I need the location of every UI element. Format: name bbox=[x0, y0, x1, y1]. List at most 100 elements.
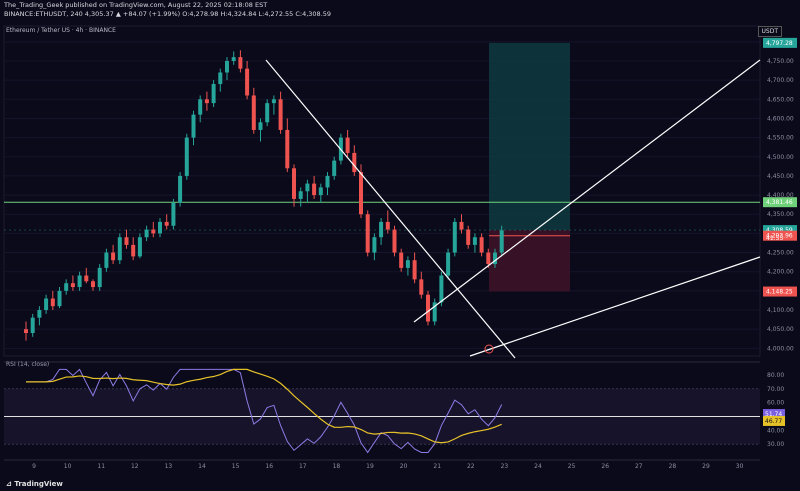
candle-body bbox=[452, 221, 457, 253]
candle-body bbox=[151, 229, 156, 234]
candle-body bbox=[459, 221, 464, 230]
x-tick-label: 14 bbox=[198, 463, 206, 470]
candle-body bbox=[271, 99, 276, 104]
y-tick-label: 4,250.00 bbox=[767, 250, 794, 257]
ascending-trendline-upper bbox=[413, 59, 761, 323]
x-tick-label: 9 bbox=[32, 463, 36, 470]
candle-body bbox=[238, 57, 243, 69]
x-tick-label: 16 bbox=[265, 463, 273, 470]
candle-body bbox=[285, 129, 290, 169]
y-tick-label: 4,050.00 bbox=[767, 326, 794, 333]
candle-body bbox=[419, 279, 424, 295]
candle-body bbox=[104, 252, 109, 268]
price-label: 4,797.28 bbox=[766, 40, 793, 47]
price-label: 4,148.25 bbox=[766, 289, 793, 296]
x-tick-label: 21 bbox=[433, 463, 441, 470]
candle-body bbox=[191, 114, 196, 138]
x-tick-label: 15 bbox=[232, 463, 240, 470]
x-tick-label: 10 bbox=[64, 463, 72, 470]
candle-body bbox=[144, 229, 149, 238]
candle-body bbox=[84, 275, 89, 282]
y-tick-label: 4,400.00 bbox=[767, 192, 794, 199]
price-label: 4,381.46 bbox=[766, 199, 793, 206]
candle-body bbox=[44, 298, 49, 311]
x-tick-label: 26 bbox=[601, 463, 609, 470]
x-tick-label: 27 bbox=[635, 463, 643, 470]
candle-body bbox=[392, 229, 397, 253]
x-tick-label: 17 bbox=[299, 463, 307, 470]
candle-body bbox=[137, 237, 142, 257]
y-tick-label: 4,100.00 bbox=[767, 307, 794, 314]
candle-body bbox=[479, 237, 484, 253]
x-tick-label: 20 bbox=[400, 463, 408, 470]
candle-body bbox=[278, 99, 283, 130]
x-tick-label: 29 bbox=[702, 463, 710, 470]
rsi-tick-label: 80.00 bbox=[767, 372, 784, 379]
x-tick-label: 13 bbox=[165, 463, 173, 470]
rsi-ma-line bbox=[26, 368, 502, 444]
candle-body bbox=[251, 95, 256, 130]
candle-body bbox=[365, 214, 370, 253]
candle-body bbox=[265, 103, 270, 123]
ascending-trendline-lower bbox=[469, 256, 761, 357]
brand-name: TradingView bbox=[14, 480, 63, 488]
candle-body bbox=[57, 290, 62, 307]
y-tick-label: 4,350.00 bbox=[767, 211, 794, 218]
price-label-box bbox=[763, 286, 797, 297]
candle-body bbox=[164, 221, 169, 226]
candle-body bbox=[184, 137, 189, 176]
countdown-label: 41:55 bbox=[766, 235, 783, 242]
candle-body bbox=[24, 329, 28, 334]
rsi-tick-label: 70.00 bbox=[767, 386, 784, 393]
candle-body bbox=[171, 202, 176, 226]
candle-body bbox=[493, 252, 497, 265]
y-tick-label: 4,000.00 bbox=[767, 345, 794, 352]
candle-body bbox=[499, 230, 504, 253]
y-tick-label: 4,450.00 bbox=[767, 173, 794, 180]
y-tick-label: 4,600.00 bbox=[767, 115, 794, 122]
candle-body bbox=[231, 57, 236, 61]
price-label: 4,308.59 bbox=[766, 227, 793, 234]
price-label-box bbox=[763, 37, 797, 48]
candle-body bbox=[405, 260, 410, 268]
candle-body bbox=[298, 191, 303, 199]
candle-body bbox=[466, 229, 471, 245]
tradingview-logo: ⊿ TradingView bbox=[6, 480, 63, 488]
price-label-box bbox=[763, 230, 797, 241]
y-tick-label: 4,700.00 bbox=[767, 77, 794, 84]
rsi-tick-label: 60.00 bbox=[767, 400, 784, 407]
candle-body bbox=[225, 60, 229, 73]
candle-body bbox=[178, 175, 183, 203]
candle-body bbox=[64, 283, 69, 291]
candle-body bbox=[211, 83, 216, 104]
x-tick-label: 25 bbox=[568, 463, 576, 470]
price-label-box bbox=[763, 225, 797, 236]
symbol-label: Ethereum / Tether US · 4h · BINANCE bbox=[6, 27, 116, 34]
candle-body bbox=[332, 160, 337, 176]
x-tick-label: 19 bbox=[366, 463, 374, 470]
rsi-tick-label: 30.00 bbox=[767, 441, 784, 448]
candle-body bbox=[486, 252, 491, 265]
rsi-value-box bbox=[763, 409, 785, 420]
candle-body bbox=[245, 68, 250, 96]
x-tick-label: 24 bbox=[534, 463, 542, 470]
rsi-value-label: 51.74 bbox=[765, 411, 782, 418]
candle-body bbox=[312, 183, 317, 196]
x-tick-label: 18 bbox=[333, 463, 341, 470]
candle-body bbox=[258, 122, 263, 130]
target-zone bbox=[489, 42, 570, 231]
candle-body bbox=[37, 310, 42, 318]
candle-body bbox=[204, 99, 209, 104]
x-tick-label: 12 bbox=[131, 463, 139, 470]
y-tick-label: 4,750.00 bbox=[767, 58, 794, 65]
candle-body bbox=[399, 252, 404, 268]
candle-body bbox=[472, 237, 477, 245]
x-tick-label: 22 bbox=[467, 463, 475, 470]
candle-body bbox=[218, 72, 223, 84]
currency-badge[interactable]: USDT bbox=[757, 26, 782, 37]
tv-logo-icon: ⊿ bbox=[6, 480, 15, 488]
candle-body bbox=[372, 237, 377, 253]
candle-body bbox=[426, 294, 430, 322]
candle-body bbox=[91, 281, 95, 288]
